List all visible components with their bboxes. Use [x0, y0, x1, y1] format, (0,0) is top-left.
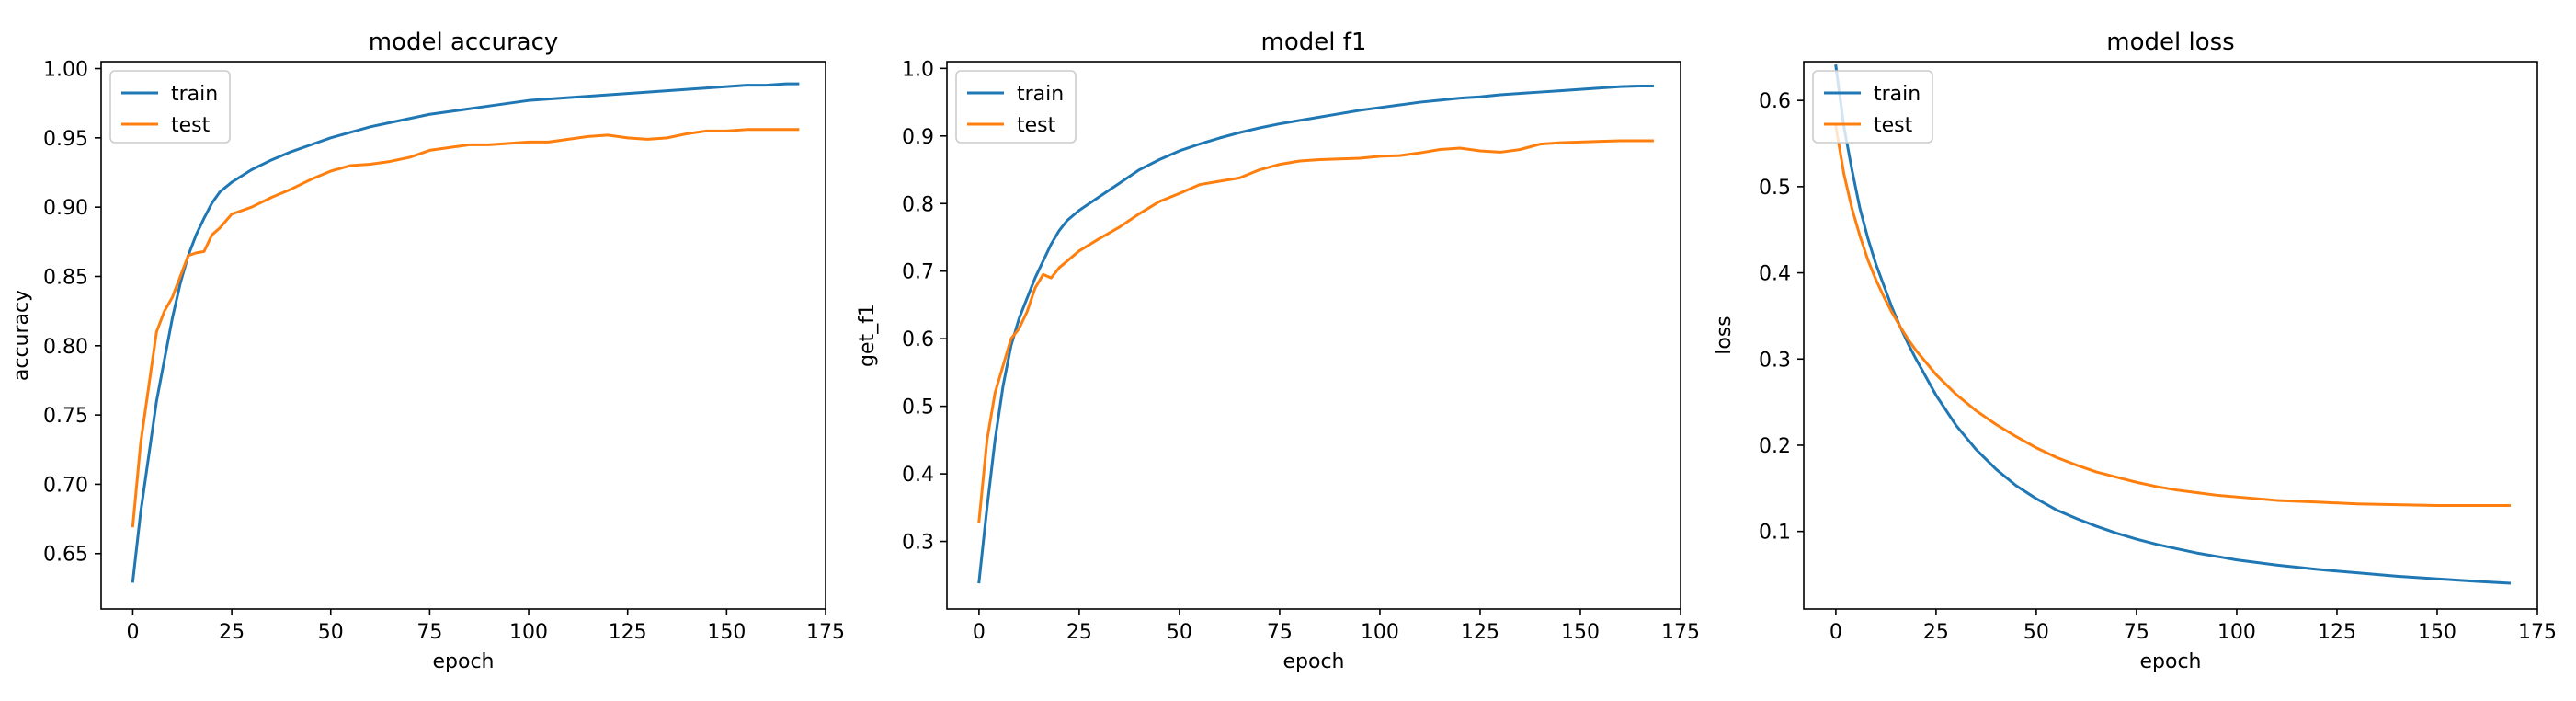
chart-title: model f1	[1261, 29, 1367, 56]
x-tick-label: 100	[509, 621, 548, 644]
x-tick-label: 75	[1267, 621, 1293, 644]
series-line-test	[1834, 124, 2511, 508]
legend-label-train: train	[1874, 83, 1921, 106]
x-tick-label: 175	[806, 621, 845, 644]
series-line-train	[131, 82, 800, 583]
y-tick-label: 0.4	[902, 464, 934, 487]
x-tick-label: 0	[973, 621, 986, 644]
x-tick-label: 25	[219, 621, 245, 644]
y-tick-label: 0.8	[902, 193, 934, 216]
x-tick-label: 75	[416, 621, 442, 644]
y-tick-label: 0.80	[43, 336, 88, 359]
x-tick-label: 100	[2217, 621, 2256, 644]
x-tick-label: 0	[126, 621, 139, 644]
chart-title: model loss	[2106, 29, 2234, 56]
y-tick-label: 0.5	[1759, 177, 1791, 200]
legend-label-test: test	[171, 114, 211, 137]
x-axis-label: epoch	[1283, 650, 1345, 673]
axes-frame	[100, 61, 826, 610]
y-tick-label: 0.2	[1759, 435, 1791, 458]
x-tick-label: 150	[707, 621, 746, 644]
x-tick-label: 150	[2418, 621, 2456, 644]
series-line-test	[131, 128, 800, 528]
x-tick-label: 100	[1361, 621, 1399, 644]
y-tick-label: 0.6	[902, 328, 934, 351]
y-tick-label: 0.95	[43, 128, 88, 151]
y-tick-label: 0.9	[902, 126, 934, 149]
y-tick-label: 0.75	[43, 405, 88, 428]
x-tick-label: 75	[2124, 621, 2149, 644]
x-axis-label: epoch	[2140, 650, 2202, 673]
legend: train test	[1812, 70, 1933, 144]
y-tick-label: 0.4	[1759, 263, 1791, 286]
x-tick-label: 125	[609, 621, 647, 644]
series-line-train	[1834, 64, 2512, 585]
axes-frame	[1803, 61, 2538, 610]
x-tick-label: 25	[1923, 621, 1949, 644]
y-tick-label: 0.85	[43, 266, 88, 289]
series-line-train	[977, 84, 1654, 584]
y-tick-label: 0.90	[43, 197, 88, 220]
legend-label-train: train	[1017, 83, 1064, 106]
y-axis-label: accuracy	[10, 290, 33, 381]
y-tick-label: 1.0	[902, 58, 934, 81]
x-tick-label: 0	[1829, 621, 1842, 644]
x-tick-label: 125	[2318, 621, 2356, 644]
x-tick-label: 125	[1461, 621, 1499, 644]
y-tick-label: 0.70	[43, 474, 88, 497]
chart-panel-1: 0 25 50 75 100 125 150 175 0.3 0.4 0.5 0.6 0.7 0.8 0.9…	[856, 29, 1700, 673]
y-tick-label: 0.5	[902, 396, 934, 419]
y-tick-label: 0.6	[1759, 90, 1791, 113]
chart-title: model accuracy	[369, 29, 559, 56]
legend-box	[955, 70, 1077, 144]
x-tick-label: 150	[1561, 621, 1600, 644]
legend-box	[1812, 70, 1933, 144]
x-tick-label: 50	[2023, 621, 2049, 644]
y-tick-label: 0.1	[1759, 522, 1791, 545]
axes-frame	[946, 61, 1681, 610]
y-tick-label: 0.65	[43, 544, 88, 567]
x-tick-label: 175	[1661, 621, 1700, 644]
y-tick-label: 0.7	[902, 261, 934, 284]
y-tick-label: 1.00	[43, 59, 88, 82]
y-axis-label: loss	[1713, 316, 1736, 355]
y-tick-label: 0.3	[902, 532, 934, 555]
legend: train test	[955, 70, 1077, 144]
legend: train test	[109, 70, 231, 144]
x-tick-label: 25	[1066, 621, 1092, 644]
series-line-test	[977, 139, 1654, 523]
legend-label-train: train	[171, 83, 218, 106]
x-tick-label: 50	[1167, 621, 1192, 644]
chart-panel-2: 0 25 50 75 100 125 150 175 0.1 0.2 0.3 0.4 0.5 0.6 mod…	[1713, 29, 2557, 673]
x-tick-label: 50	[318, 621, 344, 644]
y-tick-label: 0.3	[1759, 349, 1791, 372]
y-axis-label: get_f1	[856, 304, 879, 367]
x-tick-label: 175	[2518, 621, 2557, 644]
x-axis-label: epoch	[433, 650, 495, 673]
legend-label-test: test	[1874, 114, 1913, 137]
legend-label-test: test	[1017, 114, 1056, 137]
chart-panel-0: 0 25 50 75 100 125 150 175 0.65 0.70 0.75 0.80 0.85 0…	[10, 29, 845, 673]
legend-box	[109, 70, 231, 144]
